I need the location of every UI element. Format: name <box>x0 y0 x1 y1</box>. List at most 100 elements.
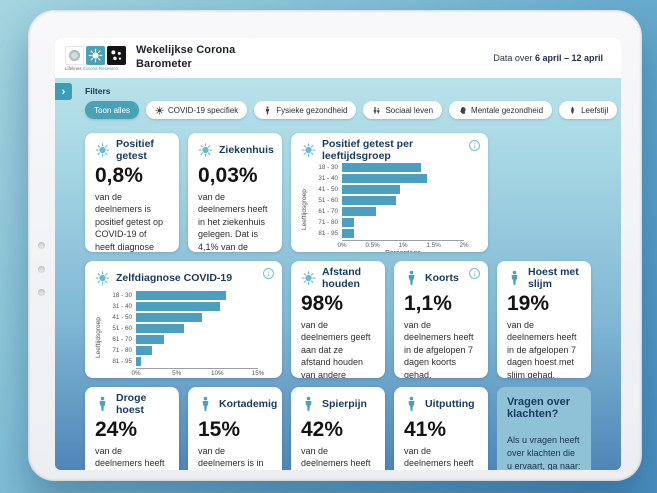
help-card-body: Als u vragen heeft over klachten die u e… <box>507 435 581 470</box>
bar-row: 41 - 50 <box>310 185 478 194</box>
virus-icon <box>301 142 316 158</box>
bar-51-60 <box>136 324 184 333</box>
card-value: 15% <box>198 418 241 441</box>
filter-chips-row: Toon alles COVID-19 specifiek Fysieke ge… <box>85 101 618 119</box>
person-icon <box>404 396 419 412</box>
card-value: 24% <box>95 418 138 441</box>
stat-card-droge-hoest: Droge hoest 24% van de deelnemers heeft … <box>85 387 179 470</box>
stat-card-ziekenhuis: Ziekenhuis 0,03% van de deelnemers heeft… <box>188 133 282 252</box>
bar-51-60 <box>342 196 396 205</box>
info-icon[interactable]: i <box>469 140 480 151</box>
card-title: Koorts <box>425 272 459 284</box>
virus-icon <box>198 142 213 158</box>
bar-row: 18 - 30 <box>104 291 272 300</box>
card-description: van de deelnemers heeft in de afgelopen … <box>95 446 165 469</box>
bar-71-80 <box>342 218 354 227</box>
stat-card-afstand-houden: Afstand houden 98% van de deelnemers gee… <box>291 261 385 378</box>
app-logo: Lifelines Corona Research <box>65 45 126 71</box>
filters-label: Filters <box>85 86 111 96</box>
bar-31-40 <box>342 174 428 183</box>
bar-81-95 <box>136 357 141 366</box>
person-icon <box>507 270 522 286</box>
filter-chip-covid-19-specifiek[interactable]: COVID-19 specifiek <box>146 101 248 119</box>
chart-card-positief-getest-per-leeftijdsgroep: Positief getest per leeftijdsgroep Leeft… <box>291 133 488 252</box>
chart-title: Zelfdiagnose COVID-19 <box>116 272 233 284</box>
card-title: Ziekenhuis <box>219 144 274 156</box>
date-range-label: Data over 6 april – 12 april <box>493 53 603 63</box>
card-title: Spierpijn <box>322 398 367 410</box>
y-axis-label: Leeftijdsgroep <box>95 317 102 359</box>
people-icon <box>372 106 381 115</box>
bar-row: 18 - 30 <box>310 163 478 172</box>
info-icon[interactable]: i <box>263 268 274 279</box>
stat-card-hoest-met-slijm: Hoest met slijm 19% van de deelnemers he… <box>497 261 591 378</box>
card-title: Droge hoest <box>116 392 147 416</box>
card-value: 42% <box>301 418 344 441</box>
screen: Lifelines Corona Research Wekelijkse Cor… <box>55 38 621 470</box>
bezel-camera-dot <box>38 266 45 273</box>
card-description: van de deelnemers heeft in de afgelopen … <box>404 320 474 378</box>
filter-chip-mentale-gezondheid[interactable]: Mentale gezondheid <box>449 101 553 119</box>
bar-row: 31 - 40 <box>104 302 272 311</box>
card-value: 1,1% <box>404 292 452 315</box>
bar-plot: 18 - 30 31 - 40 41 - 50 51 - 60 61 - 70 71 - … <box>104 291 272 378</box>
filter-chip-leefstijl[interactable]: Leefstijl <box>559 101 618 119</box>
help-card: Vragen over klachten? Als u vragen heeft… <box>497 387 591 470</box>
person-icon <box>301 396 316 412</box>
x-axis: 0% 5% 10% 15% <box>131 368 265 377</box>
stat-card-uitputting: Uitputting 41% van de deelnemers heeft i… <box>394 387 488 470</box>
chart-card-zelfdiagnose-covid-19: Zelfdiagnose COVID-19 Leeftijdsgroep 18 … <box>85 261 282 378</box>
card-title: Positief getest <box>116 138 154 162</box>
card-description: van de deelnemers heeft in de afgelopen … <box>507 320 577 378</box>
bar-plot: 18 - 30 31 - 40 41 - 50 51 - 60 61 - 70 71 - … <box>310 163 478 252</box>
dashboard-content: › Filters Toon alles COVID-19 specifiek … <box>55 78 621 470</box>
bar-71-80 <box>136 346 153 355</box>
card-description: van de deelnemers heeft in de afgelopen … <box>301 446 371 469</box>
bar-41-50 <box>342 185 400 194</box>
card-description: van de deelnemers heeft in de afgelopen … <box>404 446 474 469</box>
bar-61-70 <box>342 207 376 216</box>
bar-41-50 <box>136 313 202 322</box>
stat-card-kortademig: Kortademig 15% van de deelnemers is in d… <box>188 387 282 470</box>
lifelines-logo-icon <box>65 45 84 65</box>
person-icon <box>263 105 272 115</box>
bar-row: 61 - 70 <box>310 207 478 216</box>
bar-row: 71 - 80 <box>104 346 272 355</box>
tablet-frame: Lifelines Corona Research Wekelijkse Cor… <box>28 10 642 481</box>
filter-chip-fysieke-gezondheid[interactable]: Fysieke gezondheid <box>254 101 357 119</box>
microbes-logo-icon <box>107 45 126 65</box>
x-axis-label: Percentage <box>342 250 464 252</box>
bar-row: 81 - 95 <box>310 229 478 238</box>
bar-81-95 <box>342 229 355 238</box>
bar-row: 71 - 80 <box>310 218 478 227</box>
card-title: Uitputting <box>425 398 475 410</box>
sidebar-toggle-button[interactable]: › <box>55 83 72 100</box>
card-value: 0,8% <box>95 164 143 187</box>
virus-icon <box>95 142 110 158</box>
filter-chip-toon-alles[interactable]: Toon alles <box>85 101 140 119</box>
bezel-camera-dot <box>38 289 45 296</box>
card-value: 19% <box>507 292 550 315</box>
card-title: Afstand houden <box>322 266 362 290</box>
person-icon <box>198 396 213 412</box>
virus-icon <box>301 270 316 286</box>
card-value: 41% <box>404 418 447 441</box>
person-icon <box>404 270 419 286</box>
brand-line: Lifelines Corona Research <box>65 65 119 71</box>
card-description: van de deelnemers is positief getest op … <box>95 192 164 252</box>
card-description: van de deelnemers geeft aan dat ze afsta… <box>301 320 371 378</box>
stat-card-positief-getest: Positief getest 0,8% van de deelnemers i… <box>85 133 179 252</box>
bar-row: 51 - 60 <box>310 196 478 205</box>
bar-row: 41 - 50 <box>104 313 272 322</box>
y-axis-label: Leeftijdsgroep <box>301 189 308 231</box>
stat-card-spierpijn: Spierpijn 42% van de deelnemers heeft in… <box>291 387 385 470</box>
card-title: Kortademig <box>219 398 278 410</box>
info-icon[interactable]: i <box>469 268 480 279</box>
bar-row: 61 - 70 <box>104 335 272 344</box>
card-description: van de deelnemers heeft in het ziekenhui… <box>198 192 268 252</box>
head-icon <box>458 106 467 115</box>
filter-chip-sociaal-leven[interactable]: Sociaal leven <box>363 101 443 119</box>
stat-card-koorts: Koorts 1,1% van de deelnemers heeft in d… <box>394 261 488 378</box>
bar-row: 81 - 95 <box>104 357 272 366</box>
